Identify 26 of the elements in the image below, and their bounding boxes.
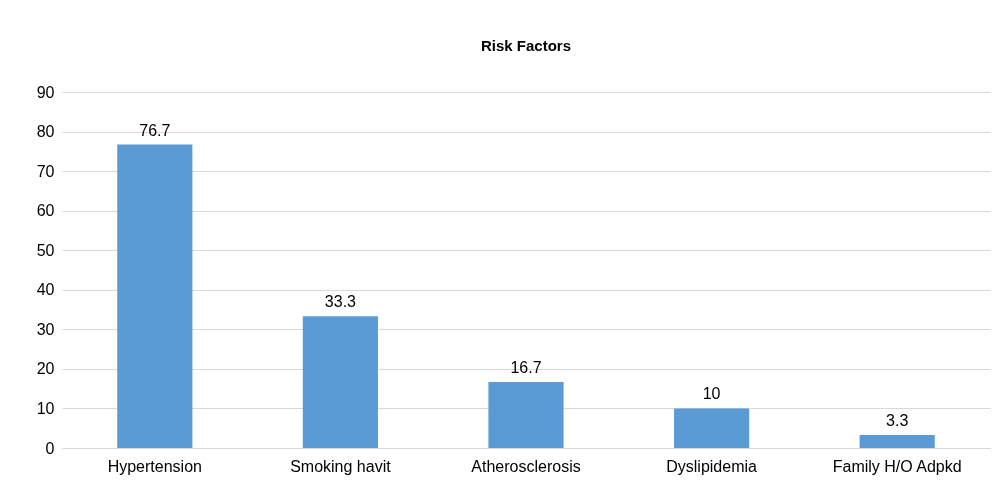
bar xyxy=(302,316,378,448)
y-tick-label: 80 xyxy=(36,123,55,141)
x-tick-label: Atherosclerosis xyxy=(471,457,581,475)
bar xyxy=(674,408,750,448)
y-tick-label: 90 xyxy=(36,83,55,101)
data-label: 16.7 xyxy=(510,358,542,376)
data-label: 76.7 xyxy=(139,121,171,139)
bar xyxy=(488,381,564,448)
x-tick-label: Smoking havit xyxy=(290,457,392,475)
chart-title: Risk Factors xyxy=(480,37,572,54)
data-label: 3.3 xyxy=(886,411,909,429)
y-tick-label: 70 xyxy=(36,162,55,180)
x-tick-label: Dyslipidemia xyxy=(666,457,758,475)
y-tick-label: 50 xyxy=(36,241,55,259)
bar xyxy=(117,144,193,448)
x-tick-label: Hypertension xyxy=(107,457,202,475)
data-label: 10 xyxy=(702,385,721,403)
y-tick-label: 20 xyxy=(36,360,55,378)
y-tick-label: 10 xyxy=(36,399,55,417)
x-tick-label: Family H/O Adpkd xyxy=(832,457,962,475)
y-tick-label: 0 xyxy=(45,439,55,457)
y-tick-label: 30 xyxy=(36,320,55,338)
y-tick-label: 40 xyxy=(36,281,55,299)
y-tick-label: 60 xyxy=(36,202,55,220)
data-label: 33.3 xyxy=(324,293,357,311)
bar xyxy=(859,434,935,448)
